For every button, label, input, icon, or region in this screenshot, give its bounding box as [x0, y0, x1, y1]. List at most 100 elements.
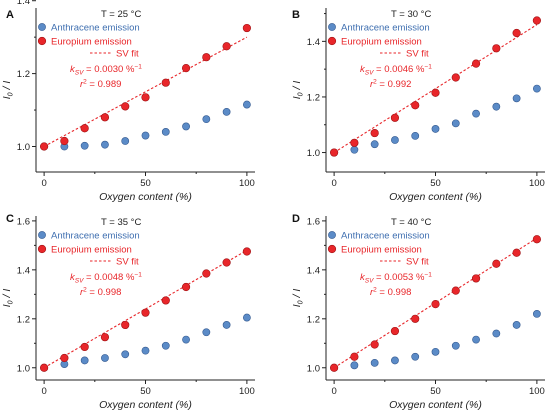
y-label-i: I	[1, 96, 13, 99]
y-tick-label: 1.6	[307, 216, 320, 227]
y-tick-label: 1.4	[17, 0, 30, 7]
panel-label: B	[292, 9, 300, 21]
r2-r: r	[370, 287, 374, 298]
europium-point	[121, 320, 130, 330]
europium-point	[100, 333, 110, 342]
x-axis-label: Oxygen content (%)	[389, 191, 482, 203]
ksv-sub: SV	[75, 278, 84, 285]
legend-anthracene: Anthracene emission	[51, 23, 140, 34]
ksv-sub: SV	[365, 278, 374, 285]
anthracene-point	[182, 335, 190, 344]
r2-label: r2 = 0.998	[370, 287, 411, 299]
r2-label: r2 = 0.998	[80, 287, 121, 299]
legend-europium-marker	[327, 244, 337, 254]
sv-fit-line	[43, 36, 248, 147]
anthracene-point	[161, 341, 170, 350]
anthracene-point	[431, 125, 440, 133]
anthracene-point	[222, 321, 231, 329]
ksv-label: kSV = 0.0053 %−1	[360, 272, 432, 285]
anthracene-point	[391, 356, 399, 365]
y-tick-label: 1.2	[17, 314, 30, 325]
anthracene-point	[350, 361, 359, 370]
europium-point	[370, 340, 379, 349]
ksv-label: kSV = 0.0030 %−1	[70, 64, 142, 77]
ksv-label: kSV = 0.0048 %−1	[70, 272, 142, 285]
x-tick-label: 0	[41, 386, 46, 397]
ksv-value: = 0.0048 %	[83, 272, 135, 283]
anthracene-point	[431, 347, 440, 356]
y-tick-label: 1.4	[307, 37, 320, 48]
r2-value: = 0.998	[377, 287, 412, 298]
anthracene-point	[242, 100, 251, 109]
y-tick-label: 1.4	[17, 265, 30, 276]
r2-label: r2 = 0.992	[370, 79, 411, 91]
legend-europium: Europium emission	[51, 37, 132, 48]
ksv-k: k	[70, 272, 76, 283]
y-label-rest: / I	[291, 289, 303, 301]
anthracene-point	[391, 136, 399, 144]
europium-point	[471, 274, 481, 283]
europium-point	[60, 353, 69, 363]
ksv-exp: −1	[134, 64, 142, 71]
x-tick-label: 100	[239, 178, 255, 189]
anthracene-point	[451, 119, 460, 128]
anthracene-point	[532, 84, 541, 93]
legend-anthracene: Anthracene emission	[341, 231, 430, 242]
y-axis-label: I0 / I	[1, 81, 15, 100]
ksv-k: k	[360, 64, 366, 75]
europium-point	[242, 247, 251, 256]
r2-r: r	[80, 79, 84, 90]
x-tick-label: 0	[41, 178, 46, 189]
anthracene-point	[101, 354, 109, 362]
europium-point	[390, 113, 400, 122]
ksv-value: = 0.0030 %	[83, 64, 135, 75]
y-label-rest: / I	[291, 81, 303, 93]
r2-exp: 2	[373, 287, 377, 294]
anthracene-point	[512, 321, 521, 329]
x-tick-label: 50	[140, 178, 151, 189]
europium-point	[431, 300, 440, 309]
y-tick-label: 1.2	[307, 92, 320, 103]
legend-europium-marker	[37, 244, 47, 254]
europium-point	[181, 64, 191, 73]
r2-value: = 0.998	[87, 287, 122, 298]
chart-panel-d: D 0 50 100 1.0 1.2 1.4 1.6 Oxygen content (%) I0 …	[291, 213, 545, 411]
y-label-i: I	[1, 304, 13, 307]
europium-point	[330, 363, 339, 372]
europium-point	[512, 28, 521, 38]
x-tick-label: 100	[529, 178, 545, 189]
legend-anthracene-marker	[38, 23, 46, 31]
anthracene-point	[202, 115, 211, 124]
panel-label: A	[6, 9, 14, 21]
y-tick-label: 1.0	[17, 142, 30, 153]
r2-value: = 0.992	[377, 79, 412, 90]
y-tick-label: 1.0	[17, 363, 30, 374]
y-tick-label: 1.0	[307, 148, 320, 159]
europium-point	[330, 148, 339, 157]
europium-point	[492, 44, 501, 53]
y-tick-label: 1.2	[307, 314, 320, 325]
r2-exp: 2	[373, 79, 377, 86]
temperature-label: T = 40 °C	[391, 217, 431, 228]
y-label-sub: 0	[8, 300, 15, 304]
x-tick-label: 0	[331, 386, 336, 397]
sv-fit-line	[333, 24, 538, 154]
y-axis-label: I0 / I	[1, 289, 15, 308]
legend-europium-marker	[327, 36, 337, 46]
temperature-label: T = 30 °C	[391, 9, 431, 20]
r2-exp: 2	[83, 287, 87, 294]
ksv-sub: SV	[75, 70, 84, 77]
ksv-k: k	[70, 64, 76, 75]
ksv-value: = 0.0046 %	[373, 64, 425, 75]
europium-point	[222, 42, 231, 51]
anthracene-point	[202, 328, 211, 337]
anthracene-point	[451, 341, 460, 350]
anthracene-point	[350, 145, 359, 154]
temperature-label: T = 25 °C	[101, 9, 141, 20]
x-tick-label: 100	[529, 386, 545, 397]
y-label-i: I	[291, 96, 303, 99]
europium-point	[411, 101, 420, 110]
anthracene-point	[370, 358, 379, 367]
anthracene-point	[512, 94, 521, 103]
ksv-exp: −1	[424, 64, 432, 71]
